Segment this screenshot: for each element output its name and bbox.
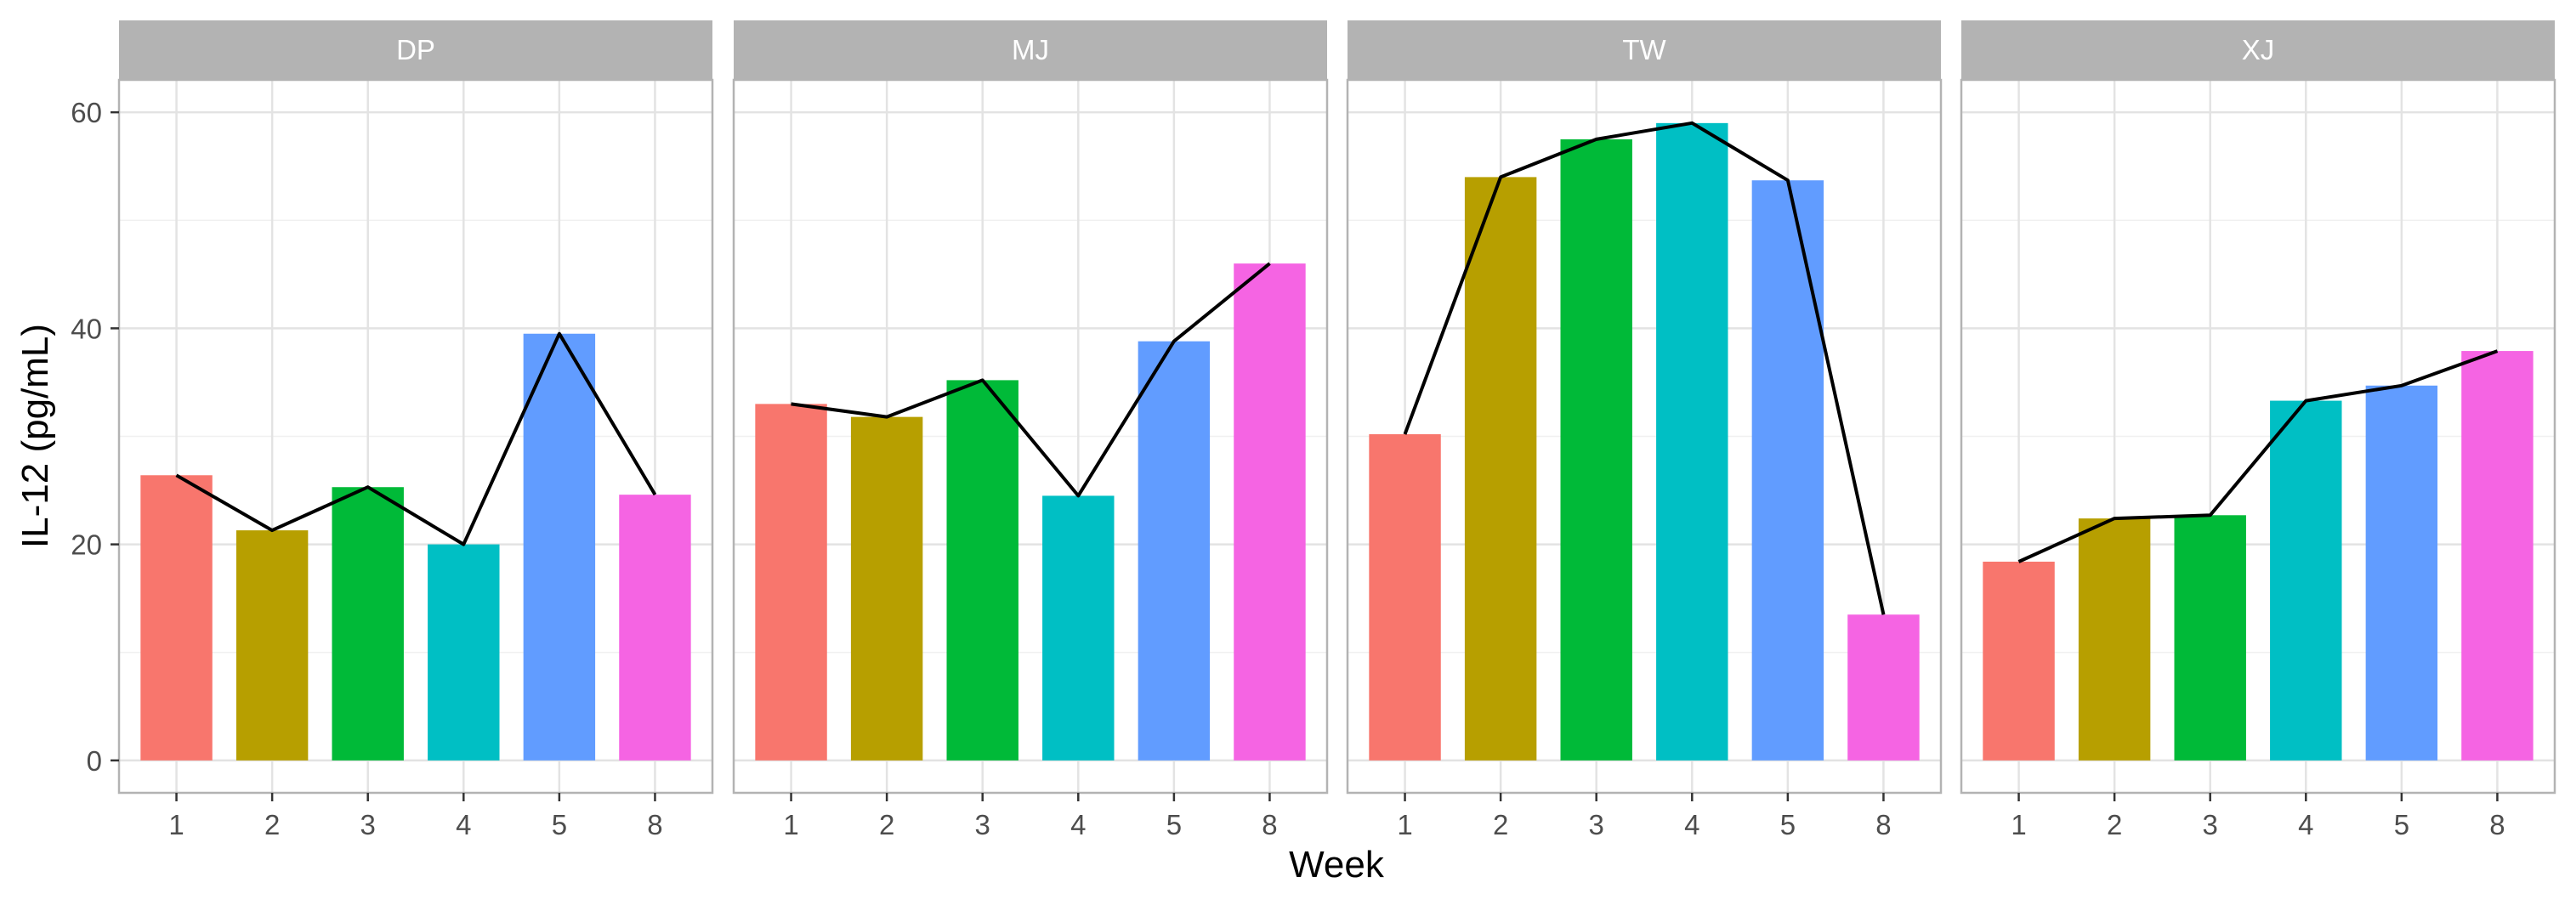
x-tick-label: 4 [456, 809, 471, 840]
x-tick-label: 8 [647, 809, 662, 840]
y-tick-label: 0 [87, 745, 102, 777]
x-tick-label: 8 [1875, 809, 1891, 840]
bar-week-2 [850, 416, 923, 761]
x-tick-label: 1 [168, 809, 184, 840]
x-tick-label: 3 [360, 809, 376, 840]
facet-panels: DP 1 2 3 4 5 8 MJ 1 2 3 4 5 8 TW 1 2 3 4 5 8 XJ 1 2 3 4 5 8 [117, 20, 2556, 840]
facet-strip [1348, 20, 1941, 80]
x-tick-label: 3 [2203, 809, 2218, 840]
bar-week-2 [2078, 518, 2151, 761]
bar-week-5 [523, 333, 596, 761]
bar-week-8 [2461, 351, 2533, 761]
facet-strip [1961, 20, 2555, 80]
panel-border [732, 78, 1329, 795]
x-tick-label: 3 [975, 809, 990, 840]
trend-line [791, 262, 1271, 498]
facet-strip-label: DP [396, 34, 435, 65]
bar-week-2 [1464, 177, 1537, 761]
y-axis: 0 20 40 60 [71, 97, 119, 777]
x-tick-label: 8 [1262, 809, 1277, 840]
bar-week-8 [1234, 263, 1306, 761]
x-tick-label: 2 [879, 809, 894, 840]
x-tick-label: 5 [2394, 809, 2409, 840]
bar-week-4 [2270, 400, 2342, 761]
facet-panel-tw: TW 1 2 3 4 5 8 [1346, 20, 1943, 840]
bar-week-5 [2365, 385, 2438, 761]
trend-line [175, 331, 657, 546]
bar-week-8 [619, 495, 691, 761]
panel-border [1960, 78, 2556, 795]
facet-panel-mj: MJ 1 2 3 4 5 8 [732, 20, 1329, 840]
bar-week-4 [1042, 495, 1115, 761]
bar-week-3 [2174, 515, 2246, 761]
x-tick-label: 5 [1780, 809, 1796, 840]
x-tick-label: 1 [2011, 809, 2026, 840]
trend-line [1403, 121, 1886, 615]
bar-week-3 [1560, 139, 1632, 761]
bar-week-3 [946, 380, 1018, 761]
bar-week-5 [1138, 341, 1211, 761]
y-tick-label: 60 [71, 97, 102, 128]
facet-strip [119, 20, 712, 80]
panel-border [1346, 78, 1943, 795]
y-tick-label: 40 [71, 313, 102, 344]
facet-panel-xj: XJ 1 2 3 4 5 8 [1960, 20, 2556, 840]
panel-border [117, 78, 714, 795]
bar-week-4 [428, 544, 500, 761]
facet-strip-label: XJ [2242, 34, 2275, 65]
x-axis-title: Week [1289, 844, 1385, 885]
bar-week-3 [332, 487, 404, 761]
x-tick-label: 2 [264, 809, 280, 840]
bar-week-1 [755, 404, 827, 761]
facet-strip-label: MJ [1012, 34, 1049, 65]
y-axis-title: IL-12 (pg/mL) [14, 324, 56, 548]
facet-strip-label: TW [1622, 34, 1666, 65]
x-tick-label: 2 [2107, 809, 2122, 840]
bar-week-8 [1847, 614, 1920, 761]
x-tick-label: 5 [1166, 809, 1182, 840]
bar-week-1 [1983, 561, 2055, 761]
x-tick-label: 4 [1070, 809, 1086, 840]
bar-week-5 [1751, 180, 1824, 761]
x-tick-label: 4 [1684, 809, 1699, 840]
x-tick-label: 5 [552, 809, 567, 840]
x-tick-label: 1 [1397, 809, 1412, 840]
bar-week-1 [140, 475, 213, 761]
facet-panel-dp: DP 1 2 3 4 5 8 [117, 20, 714, 840]
trend-line [2017, 349, 2499, 563]
x-tick-label: 4 [2298, 809, 2313, 840]
x-tick-label: 8 [2489, 809, 2505, 840]
bar-week-2 [235, 530, 309, 761]
x-tick-label: 1 [783, 809, 798, 840]
bar-week-1 [1369, 433, 1441, 761]
facet-strip [734, 20, 1327, 80]
bar-week-4 [1656, 122, 1728, 761]
x-tick-label: 3 [1589, 809, 1604, 840]
y-tick-label: 20 [71, 529, 102, 561]
x-tick-label: 2 [1493, 809, 1508, 840]
